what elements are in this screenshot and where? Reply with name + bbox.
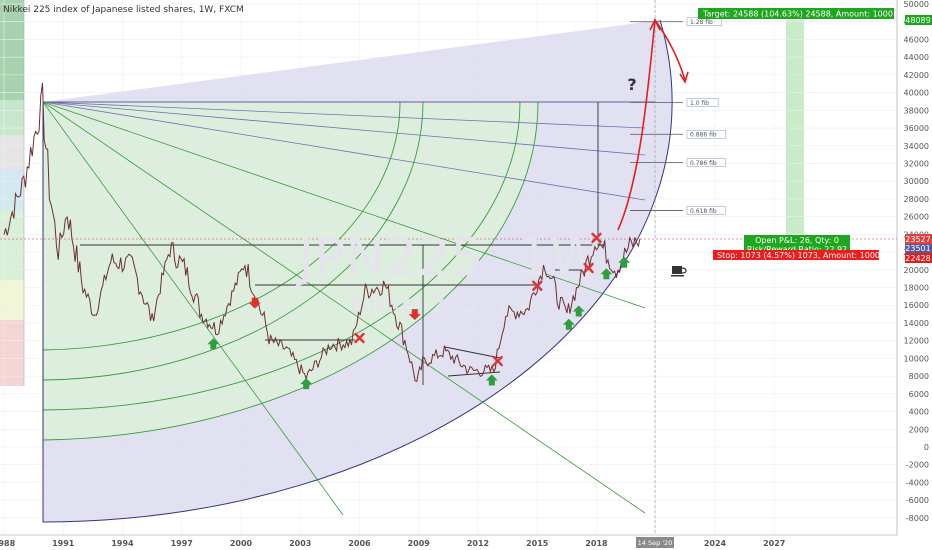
price-tick-label: -2000 — [906, 461, 929, 470]
support-resistance-lines — [80, 102, 605, 385]
buy-arrow-icon — [485, 374, 498, 386]
fib-levels: 1.28 fib 1.0 fib 0.886 fib 0.786 fib 0.618 f… — [630, 17, 726, 215]
buy-arrow-icon — [300, 378, 313, 390]
price-tick-label: 26000 — [904, 213, 929, 222]
price-tick-label: 40000 — [904, 89, 929, 98]
time-tick-label: 2003 — [289, 539, 311, 548]
signal-annotations — [207, 232, 631, 390]
price-series[interactable] — [3, 82, 641, 383]
cross-mark-icon — [532, 280, 543, 291]
svg-text:Risk/Reward Ratio: 22.92: Risk/Reward Ratio: 22.92 — [747, 245, 847, 254]
coffee-cup-icon — [671, 266, 687, 277]
time-tick-label: 2009 — [408, 539, 431, 548]
fan-lines — [42, 101, 646, 516]
price-tick-label: 0 — [924, 443, 929, 452]
fib-level-label: 1.0 fib — [690, 100, 709, 107]
price-tick-label: 4000 — [909, 408, 929, 417]
svg-text:14 Sep '20: 14 Sep '20 — [638, 539, 673, 547]
price-tick-label: -6000 — [906, 496, 929, 505]
svg-text:48089: 48089 — [905, 16, 930, 25]
price-tick-label: 14000 — [904, 319, 929, 328]
svg-text:22428: 22428 — [905, 254, 930, 263]
svg-text:23527: 23527 — [905, 235, 930, 244]
time-tick-label: 2012 — [467, 539, 489, 548]
chart-title: Nikkei 225 index of Japanese listed shar… — [3, 5, 244, 15]
price-tick-label: 32000 — [904, 159, 929, 168]
svg-text:Target: 24588 (104.63%) 24588,: Target: 24588 (104.63%) 24588, Amount: 1… — [702, 10, 893, 19]
time-tick-label: 2015 — [526, 539, 549, 548]
stop-label: Stop: 1073 (4.57%) 1073, Amount: 1000 — [713, 250, 880, 260]
price-tick-label: 28000 — [904, 195, 929, 204]
price-tick-label: 6000 — [909, 390, 929, 399]
fib-level-label: 0.886 fib — [690, 132, 717, 139]
watermark-symbol: JPN225, 1W — [296, 228, 601, 288]
time-tick-label: 2024 — [704, 539, 727, 548]
price-tick-label: 38000 — [904, 106, 929, 115]
projection-arrow — [617, 17, 686, 231]
badge-target-price: 48089 — [905, 15, 932, 25]
buy-arrow-icon — [618, 256, 631, 268]
zone-blue — [0, 170, 24, 210]
price-tick-label: 12000 — [904, 337, 929, 346]
cross-mark-icon — [492, 355, 503, 367]
cross-mark-icon — [583, 262, 594, 274]
price-tick-label: 30000 — [904, 177, 929, 186]
buy-arrow-icon — [572, 305, 585, 317]
fib-level-label: 0.786 fib — [690, 160, 717, 167]
time-tick-label: 2027 — [763, 539, 785, 548]
price-tick-label: 8000 — [909, 372, 929, 381]
time-scale[interactable]: 1988 1991 1994 1997 2000 2003 2006 2009 2012 2015… — [0, 539, 785, 548]
zone-grey — [0, 135, 24, 170]
outer-arc — [42, 19, 673, 523]
price-tick-label: 36000 — [904, 124, 929, 133]
buy-arrow-icon — [600, 268, 613, 280]
price-tick-label: 34000 — [904, 142, 929, 151]
fib-level-label: 1.28 fib — [690, 19, 713, 26]
badge-price-2: 23501 — [905, 244, 932, 253]
time-cursor-label: 14 Sep '20 — [636, 537, 674, 548]
arc-2 — [42, 101, 521, 411]
arc-3 — [42, 101, 424, 381]
question-mark: ? — [627, 75, 636, 94]
cross-mark-icon — [354, 332, 365, 344]
time-tick-label: 1994 — [111, 539, 134, 548]
time-tick-label: 1997 — [171, 539, 193, 548]
time-tick-label: 1991 — [52, 539, 75, 548]
zone-green-top — [0, 0, 24, 100]
target-label: Target: 24588 (104.63%) 24588, Amount: 1… — [698, 8, 894, 19]
price-tick-label: -8000 — [906, 514, 929, 523]
zone-yellow — [0, 280, 24, 320]
price-tick-label: 2000 — [909, 425, 929, 434]
sell-arrow-icon — [248, 297, 261, 309]
cross-mark-icon — [591, 232, 602, 244]
price-tick-label: 20000 — [904, 266, 929, 275]
price-tick-label: 18000 — [904, 284, 929, 293]
badge-last-price: 23527 — [905, 234, 932, 244]
price-tick-label: -4000 — [906, 478, 929, 487]
price-tick-label: 16000 — [904, 301, 929, 310]
sell-arrow-icon — [408, 309, 421, 321]
price-tick-label: 44000 — [904, 53, 929, 62]
time-tick-label: 2018 — [585, 539, 608, 548]
badge-stop-price: 22428 — [905, 253, 932, 263]
price-tick-label: 42000 — [904, 71, 929, 80]
svg-text:Stop: 1073 (4.57%) 1073, Amoun: Stop: 1073 (4.57%) 1073, Amount: 1000 — [717, 251, 880, 260]
time-tick-label: 1988 — [0, 539, 16, 548]
fib-level-label: 0.618 fib — [690, 208, 717, 215]
price-tick-label: 50000 — [904, 0, 929, 9]
svg-text:23501: 23501 — [905, 244, 930, 253]
svg-text:Open P&L: 26, Qty: 0: Open P&L: 26, Qty: 0 — [755, 236, 839, 245]
time-tick-label: 2006 — [348, 539, 371, 548]
price-tick-label: 46000 — [904, 35, 929, 44]
target-zone — [786, 20, 804, 239]
buy-arrow-icon — [562, 318, 575, 330]
buy-arrow-icon — [207, 338, 220, 350]
price-tick-label: 10000 — [904, 354, 929, 363]
zone-green — [0, 100, 24, 135]
time-tick-label: 2000 — [230, 539, 253, 548]
